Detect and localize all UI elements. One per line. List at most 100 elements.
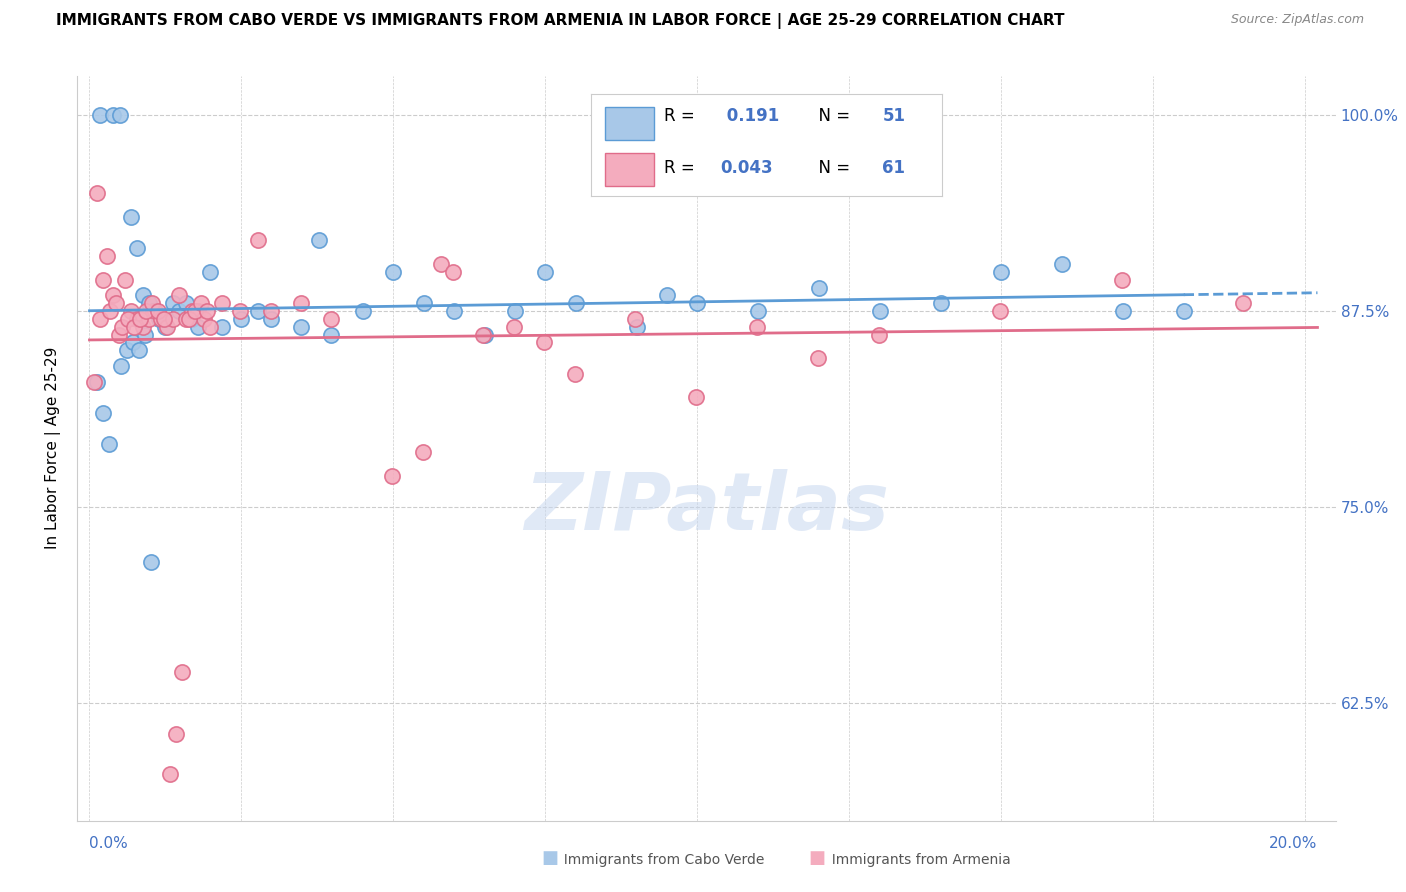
Text: ZIPatlas: ZIPatlas bbox=[524, 469, 889, 547]
Point bbox=[1112, 304, 1135, 318]
Point bbox=[180, 304, 202, 318]
Text: 20.0%: 20.0% bbox=[1270, 837, 1317, 851]
Point bbox=[503, 304, 526, 318]
Point bbox=[247, 234, 270, 248]
Text: 0.0%: 0.0% bbox=[90, 837, 128, 851]
Point bbox=[89, 108, 111, 122]
Point bbox=[231, 311, 253, 326]
Point bbox=[321, 311, 343, 326]
Point bbox=[138, 311, 160, 326]
Point bbox=[187, 319, 209, 334]
Point bbox=[143, 304, 166, 318]
Point bbox=[290, 319, 312, 334]
Text: 61: 61 bbox=[883, 159, 905, 177]
Point bbox=[117, 311, 139, 326]
Point bbox=[183, 304, 205, 318]
Text: Immigrants from Armenia: Immigrants from Armenia bbox=[823, 853, 1011, 867]
Point bbox=[195, 304, 218, 318]
Point bbox=[114, 273, 136, 287]
Point bbox=[129, 311, 152, 326]
Point bbox=[132, 319, 155, 334]
Point bbox=[868, 327, 890, 342]
Point bbox=[135, 304, 157, 318]
Point bbox=[108, 108, 131, 122]
Point bbox=[533, 335, 555, 350]
Point bbox=[247, 304, 270, 318]
Point bbox=[165, 727, 187, 741]
Point bbox=[159, 766, 181, 780]
Point bbox=[150, 311, 173, 326]
Point bbox=[807, 351, 830, 365]
Point bbox=[190, 296, 212, 310]
Text: R =: R = bbox=[664, 107, 700, 125]
Text: N =: N = bbox=[808, 159, 856, 177]
Point bbox=[412, 445, 434, 459]
Point bbox=[162, 311, 184, 326]
Text: ■: ■ bbox=[541, 849, 558, 867]
Point bbox=[141, 296, 163, 310]
Point bbox=[115, 343, 138, 358]
Point bbox=[162, 296, 184, 310]
Y-axis label: In Labor Force | Age 25-29: In Labor Force | Age 25-29 bbox=[45, 347, 62, 549]
Point bbox=[929, 296, 952, 310]
Text: R =: R = bbox=[664, 159, 700, 177]
Text: 0.043: 0.043 bbox=[720, 159, 773, 177]
Point bbox=[321, 327, 343, 342]
Point bbox=[122, 319, 145, 334]
FancyBboxPatch shape bbox=[605, 107, 654, 140]
Point bbox=[474, 327, 496, 342]
Point bbox=[132, 288, 155, 302]
Point bbox=[172, 665, 194, 679]
Point bbox=[83, 375, 105, 389]
Point bbox=[564, 367, 586, 381]
Point bbox=[174, 296, 197, 310]
Point bbox=[259, 304, 281, 318]
Point bbox=[125, 241, 148, 255]
Text: IMMIGRANTS FROM CABO VERDE VS IMMIGRANTS FROM ARMENIA IN LABOR FORCE | AGE 25-29: IMMIGRANTS FROM CABO VERDE VS IMMIGRANTS… bbox=[56, 13, 1064, 29]
Point bbox=[187, 304, 209, 318]
Point bbox=[1111, 273, 1133, 287]
Point bbox=[412, 296, 434, 310]
Point bbox=[138, 296, 160, 310]
Point bbox=[91, 406, 114, 420]
Text: Immigrants from Cabo Verde: Immigrants from Cabo Verde bbox=[555, 853, 765, 867]
Point bbox=[148, 304, 170, 318]
Point bbox=[686, 296, 709, 310]
Point bbox=[655, 288, 678, 302]
Point bbox=[259, 311, 281, 326]
Point bbox=[156, 319, 179, 334]
Point bbox=[430, 257, 453, 271]
Point bbox=[1050, 257, 1073, 271]
Point bbox=[990, 265, 1012, 279]
Point bbox=[101, 108, 124, 122]
Point bbox=[869, 304, 891, 318]
Point bbox=[98, 304, 121, 318]
Point bbox=[1173, 304, 1195, 318]
Point bbox=[111, 319, 134, 334]
Point bbox=[211, 296, 233, 310]
Text: N =: N = bbox=[808, 107, 856, 125]
Point bbox=[125, 311, 148, 326]
Point bbox=[86, 186, 108, 201]
Text: 0.191: 0.191 bbox=[720, 107, 779, 125]
Point bbox=[177, 311, 200, 326]
Point bbox=[93, 273, 115, 287]
FancyBboxPatch shape bbox=[605, 153, 654, 186]
Point bbox=[107, 327, 129, 342]
Point bbox=[120, 210, 142, 224]
Point bbox=[308, 234, 330, 248]
Point bbox=[122, 335, 145, 350]
Point bbox=[89, 311, 111, 326]
Point bbox=[565, 296, 588, 310]
Point bbox=[352, 304, 374, 318]
Point bbox=[169, 304, 191, 318]
Point bbox=[120, 304, 142, 318]
Point bbox=[104, 296, 127, 310]
Point bbox=[198, 265, 221, 279]
Point bbox=[180, 311, 202, 326]
Point bbox=[142, 304, 165, 318]
Point bbox=[502, 319, 524, 334]
Point bbox=[381, 468, 404, 483]
Point bbox=[155, 319, 177, 334]
Point bbox=[290, 296, 312, 310]
